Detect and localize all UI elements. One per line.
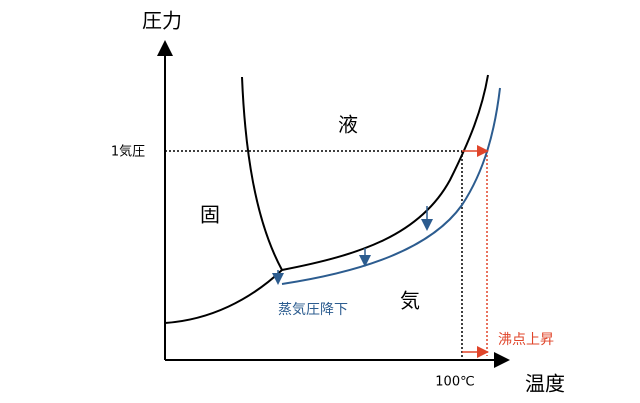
vaporization-curve — [281, 74, 489, 271]
region-label: 液 — [338, 113, 358, 137]
sublimation-curve — [164, 269, 283, 324]
region-label: 気 — [400, 289, 420, 313]
x-axis-label: 温度 — [525, 372, 565, 396]
melting-curve — [241, 76, 283, 271]
region-label: 固 — [200, 203, 220, 227]
temperature-mark: 100℃ — [435, 375, 474, 390]
pressure-mark: 1気圧 — [111, 144, 145, 160]
annotation: 沸点上昇 — [498, 332, 554, 348]
solution-curve — [281, 87, 501, 285]
y-axis-label: 圧力 — [142, 9, 182, 33]
annotation: 蒸気圧降下 — [278, 302, 348, 318]
